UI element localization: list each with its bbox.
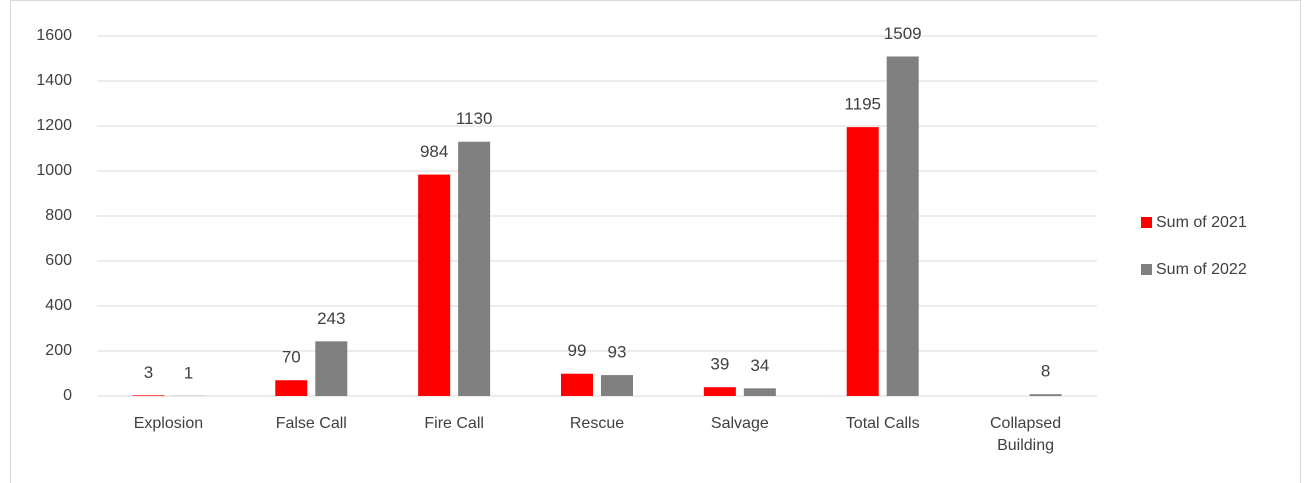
y-tick-label: 1000 (36, 162, 72, 179)
y-tick-label: 200 (45, 342, 72, 359)
bar (886, 56, 919, 396)
bar (561, 373, 593, 396)
bar (418, 174, 451, 396)
legend-label: Sum of 2021 (1156, 214, 1247, 231)
data-label: 8 (1041, 362, 1050, 381)
y-tick-label: 1200 (36, 117, 72, 134)
data-label: 39 (710, 355, 729, 374)
legend-swatch (1141, 264, 1152, 275)
data-label: 1195 (844, 95, 881, 114)
bar (703, 387, 736, 396)
data-label: 1509 (884, 24, 922, 43)
bar (315, 341, 348, 396)
bar (1029, 394, 1062, 396)
y-tick-label: 1600 (36, 27, 72, 44)
bar (601, 375, 633, 396)
x-tick-label: Explosion (133, 415, 204, 432)
y-tick-label: 800 (45, 207, 72, 224)
x-tick-label: Rescue (569, 415, 625, 432)
data-label: 34 (750, 356, 769, 375)
bar (743, 388, 776, 396)
x-tick-label: Salvage (710, 415, 769, 432)
legend-swatch (1141, 217, 1152, 228)
legend-label: Sum of 2022 (1156, 261, 1247, 278)
chart-border (10, 0, 1301, 483)
data-label: 93 (608, 343, 627, 362)
data-label: 243 (317, 309, 345, 328)
y-tick-label: 0 (63, 387, 72, 404)
x-tick-label: Total Calls (845, 415, 920, 432)
data-label: 99 (568, 341, 587, 360)
data-label: 984 (420, 142, 448, 161)
y-tick-label: 400 (45, 297, 72, 314)
data-label: 3 (144, 363, 153, 382)
bar (275, 380, 308, 396)
bar (458, 141, 491, 396)
bar (846, 127, 879, 396)
x-tick-label: False Call (275, 415, 347, 432)
x-tick-label: Fire Call (424, 415, 484, 432)
data-label: 70 (282, 348, 301, 367)
y-tick-label: 1400 (36, 72, 72, 89)
bar (132, 395, 165, 396)
x-tick-label: Collapsed Building (989, 415, 1062, 454)
data-label: 1130 (456, 109, 493, 128)
data-label: 1 (184, 363, 193, 382)
y-tick-label: 600 (45, 252, 72, 269)
